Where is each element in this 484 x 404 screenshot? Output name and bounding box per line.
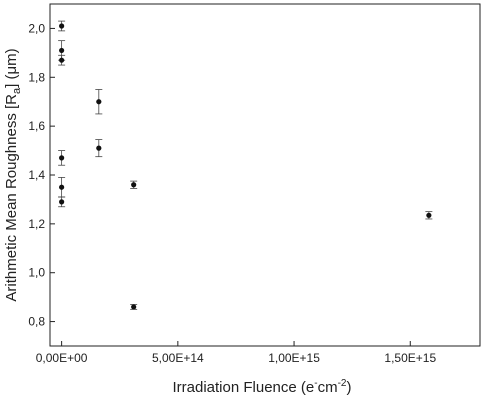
- x-axis-ticks: 0,00E+00 5,00E+14 1,00E+15 1,50E+15: [36, 341, 436, 365]
- y-axis-title: Arithmetic Mean Roughness [Ra] (μm): [3, 48, 23, 301]
- data-point: [59, 199, 65, 205]
- plot-frame: [49, 3, 481, 347]
- data-point: [131, 304, 137, 310]
- y-axis-ticks: 0,8 1,0 1,2 1,4 1,6 1,8 2,0: [28, 21, 55, 329]
- data-points: [58, 20, 433, 310]
- data-point: [59, 184, 65, 190]
- data-point: [59, 155, 65, 161]
- y-tick-label: 2,0: [28, 21, 45, 35]
- x-tick-label: 0,00E+00: [36, 351, 88, 365]
- data-point: [59, 23, 65, 29]
- data-point: [59, 57, 65, 63]
- x-axis-title: Irradiation Fluence (e-cm-2): [173, 378, 352, 396]
- y-tick-label: 1,0: [28, 266, 45, 280]
- y-tick-label: 1,4: [28, 168, 45, 182]
- data-point: [96, 145, 102, 151]
- data-point: [426, 212, 432, 218]
- y-tick-label: 1,8: [28, 70, 45, 84]
- data-point: [59, 47, 65, 54]
- x-tick-label: 5,00E+14: [152, 351, 204, 365]
- x-tick-label: 1,50E+15: [384, 351, 436, 365]
- x-tick-label: 1,00E+15: [268, 351, 320, 365]
- data-point: [96, 99, 102, 105]
- data-point: [131, 182, 137, 188]
- y-tick-label: 1,2: [28, 217, 45, 231]
- y-tick-label: 1,6: [28, 119, 45, 133]
- y-tick-label: 0,8: [28, 315, 45, 329]
